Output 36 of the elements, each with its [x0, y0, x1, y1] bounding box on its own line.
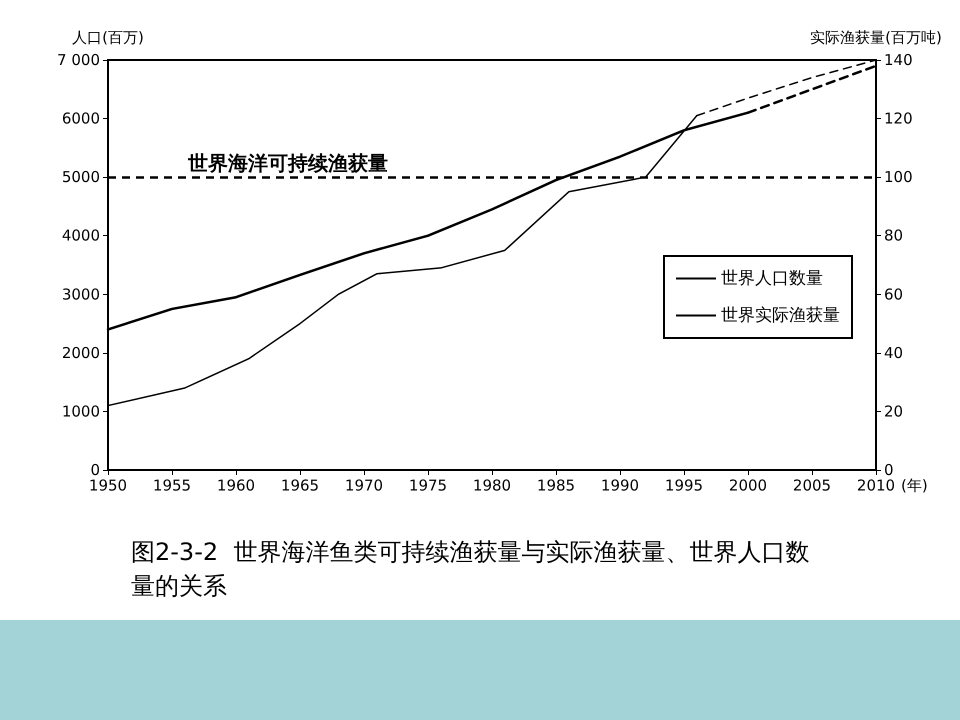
y-tick-label: 2000: [62, 344, 100, 362]
text: 图2-3-2 世界海洋鱼类可持续渔获量与实际渔获量、世界人口数量的关系: [131, 538, 810, 600]
x-tick-label: 1955: [152, 476, 192, 494]
y2-tick-label: 80: [884, 226, 904, 245]
x-tick-label: 1950: [88, 476, 128, 494]
x-tick-label: 1995: [664, 476, 704, 494]
x-tick-label: 1985: [536, 476, 576, 494]
x-tick-label: 2005: [792, 476, 832, 494]
legend-label: 世界人口数量: [721, 268, 823, 288]
y2-axis-title: 实际渔获量(百万吨): [810, 28, 942, 46]
y2-tick-label: 140: [884, 51, 913, 69]
y2-tick-label: 60: [884, 285, 904, 304]
legend-label: 世界实际渔获量: [721, 306, 840, 326]
x-tick-label: 1965: [280, 476, 320, 494]
x-tick-label: 1970: [344, 476, 384, 494]
ref-line-label: 世界海洋可持续渔获量: [187, 151, 388, 176]
x-tick-label: 2000: [728, 476, 768, 494]
y-tick-label: 4000: [62, 226, 100, 245]
y-tick-label: 3000: [62, 285, 100, 304]
x-axis-title: (年): [900, 476, 928, 494]
y-tick-label: 6000: [62, 110, 100, 128]
y2-tick-label: 120: [884, 110, 913, 128]
y-tick-label: 0: [90, 461, 100, 479]
y-axis-title: 人口(百万): [72, 28, 144, 46]
y-tick-label: 1000: [62, 402, 100, 420]
y2-tick-label: 20: [884, 402, 904, 420]
x-tick-label: 1975: [408, 476, 448, 494]
x-tick-label: 1980: [472, 476, 512, 494]
x-tick-label: 1960: [216, 476, 256, 494]
x-tick-label: 1990: [600, 476, 640, 494]
y2-tick-label: 0: [884, 461, 894, 479]
y-tick-label: 5000: [62, 168, 100, 186]
y-tick-label: 7 000: [57, 51, 100, 69]
y2-tick-label: 100: [884, 168, 913, 186]
x-tick-label: 2010: [856, 476, 896, 494]
y2-tick-label: 40: [884, 344, 904, 362]
